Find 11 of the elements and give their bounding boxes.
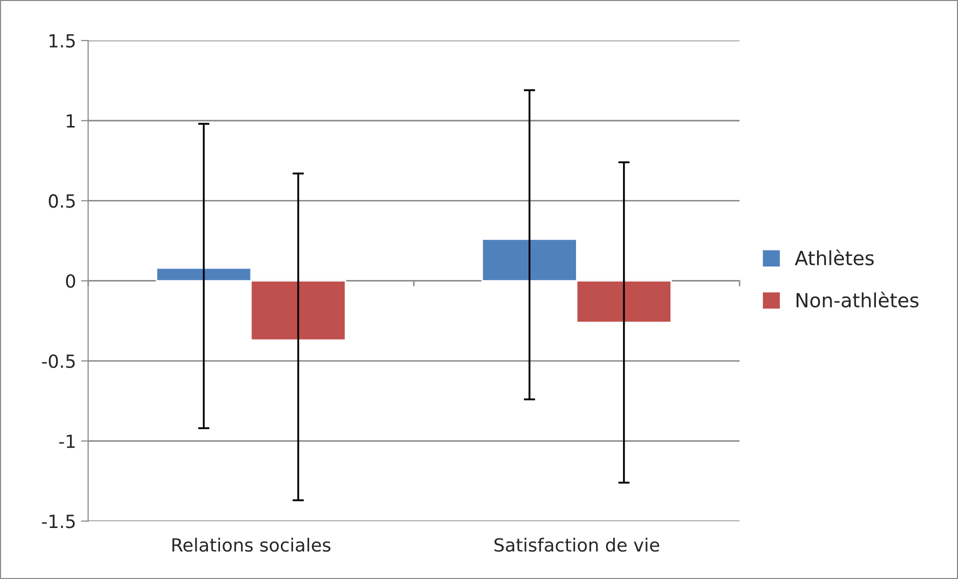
y-tick-label: 1.5: [50, 34, 75, 48]
y-tick-label: 0.5: [48, 194, 75, 208]
legend-label: Athlètes: [794, 250, 874, 266]
x-tick-label: Satisfaction de vie: [494, 538, 660, 552]
x-tick-label: Relations sociales: [172, 538, 330, 552]
y-tick-label: -1: [59, 434, 75, 448]
y-tick-label: -0.5: [42, 354, 75, 368]
y-tick-label: -1.5: [42, 514, 75, 528]
legend-label: Non-athlètes: [796, 292, 918, 308]
y-tick-label: 1: [66, 114, 75, 128]
y-tick-label: 0: [66, 274, 76, 288]
